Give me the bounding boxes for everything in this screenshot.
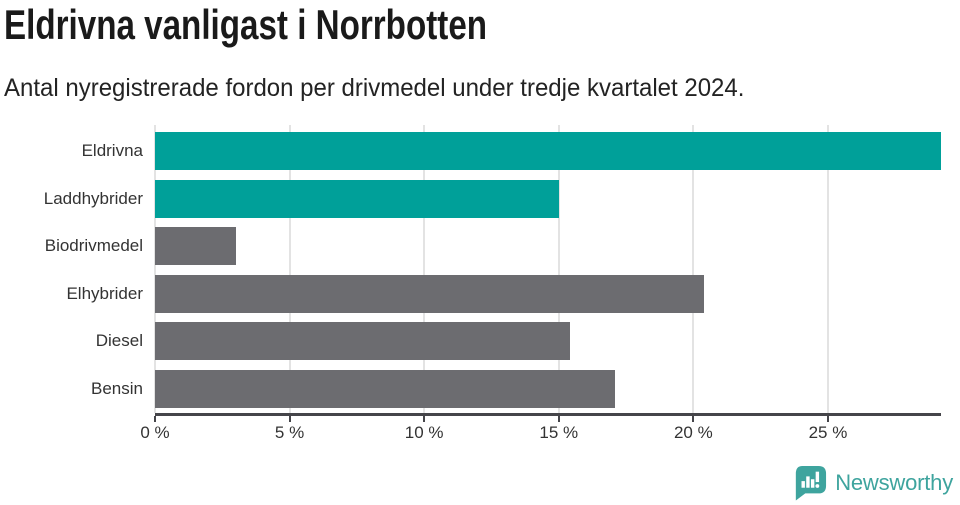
category-label-elhybrider: Elhybrider — [66, 283, 143, 303]
category-axis: Eldrivna Laddhybrider Biodrivmedel Elhybrid… — [0, 125, 143, 413]
category-label-laddhybrider: Laddhybrider — [43, 188, 143, 208]
newsworthy-chart-bubble-icon — [796, 466, 827, 501]
category-label-diesel: Diesel — [95, 331, 143, 351]
x-tick-label-15: 15 % — [539, 423, 579, 442]
gridline-15 — [557, 125, 560, 413]
gridline-0 — [154, 125, 156, 413]
x-tick-15 — [557, 416, 560, 422]
gridline-10 — [423, 125, 426, 413]
category-label-eldrivna: Eldrivna — [81, 141, 143, 160]
newsworthy-logo: Newsworthy — [793, 465, 953, 501]
gridline-5 — [288, 125, 291, 413]
bar-eldrivna — [155, 132, 941, 170]
bar-diesel — [155, 322, 570, 361]
x-tick-label-20: 20 % — [673, 423, 713, 442]
chart-subtitle: Antal nyregistrerade fordon per drivmede… — [4, 74, 745, 102]
x-tick-label-10: 10 % — [404, 423, 444, 442]
x-tick-0 — [154, 416, 156, 422]
chart-title: Eldrivna vanligast i Norrbotten — [4, 1, 488, 48]
gridline-25 — [826, 125, 829, 413]
category-label-bensin: Bensin — [91, 379, 143, 398]
bar-laddhybrider — [155, 179, 559, 218]
x-tick-label-0: 0 % — [140, 423, 170, 442]
x-tick-20 — [692, 416, 695, 422]
bar-bensin — [155, 370, 616, 408]
x-tick-label-25: 25 % — [808, 423, 848, 442]
plot-area — [154, 125, 941, 416]
bar-elhybrider — [155, 274, 705, 313]
category-label-biodrivmedel: Biodrivmedel — [44, 236, 143, 256]
x-tick-25 — [826, 416, 829, 422]
newsworthy-logo-text: Newsworthy — [835, 470, 953, 495]
bar-biodrivmedel — [155, 227, 236, 266]
x-tick-10 — [423, 416, 426, 422]
gridline-20 — [692, 125, 695, 413]
x-tick-label-5: 5 % — [274, 423, 305, 442]
x-tick-5 — [288, 416, 291, 422]
